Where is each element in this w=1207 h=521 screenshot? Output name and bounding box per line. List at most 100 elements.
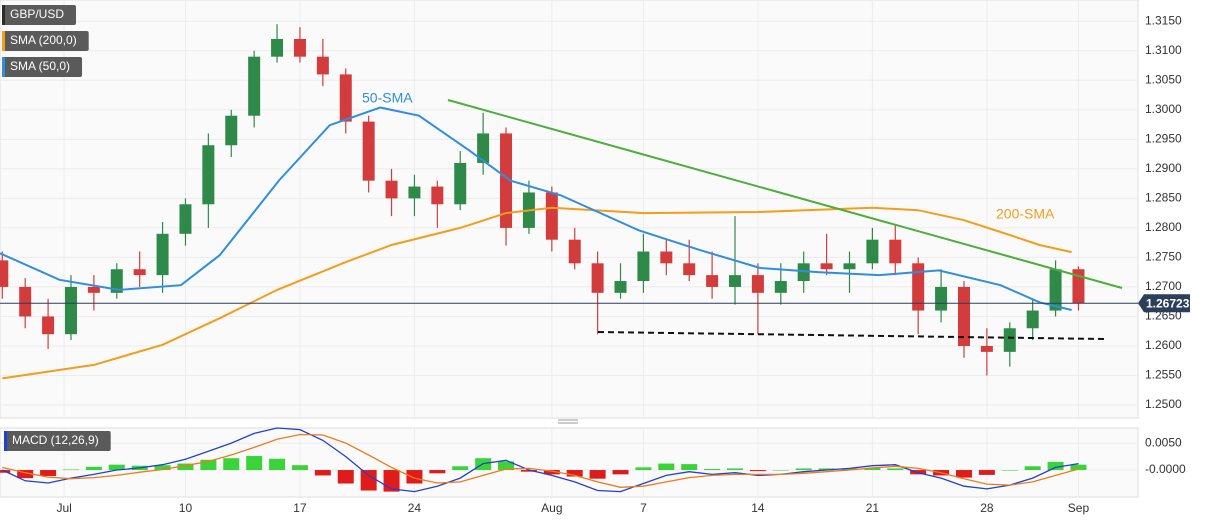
candle	[202, 133, 215, 228]
histogram-bar	[658, 463, 675, 471]
y-tick-label: 1.2950	[1145, 132, 1182, 146]
support-line	[597, 331, 1105, 340]
candle-body	[751, 275, 764, 293]
y-tick-label: 1.2500	[1145, 397, 1182, 411]
candle-body	[293, 38, 306, 57]
candle-body	[225, 115, 238, 146]
candle	[64, 275, 77, 341]
candle-body	[110, 269, 123, 293]
candle	[110, 263, 123, 299]
candle	[957, 281, 970, 358]
candle	[385, 168, 398, 217]
sma-line	[0, 106, 1072, 311]
histogram-bar	[17, 470, 34, 479]
candle	[408, 174, 421, 217]
legend-box	[2, 5, 77, 25]
histogram-bar	[291, 465, 308, 471]
histogram-bar	[108, 464, 125, 471]
candle	[751, 263, 764, 335]
histogram-bar	[612, 470, 629, 475]
candle	[271, 24, 284, 63]
last-price-box	[1138, 294, 1190, 313]
histogram-bar	[955, 470, 972, 478]
candle	[133, 251, 146, 287]
histogram-bar	[1001, 470, 1018, 471]
annotation: 50-SMA	[362, 90, 413, 106]
candle-body	[1026, 310, 1039, 329]
signal-line	[2, 433, 1079, 488]
candle-body	[156, 233, 169, 276]
legend-label: SMA (50,0)	[10, 59, 70, 73]
legend: GBP/USD SMA (200,0) SMA (50,0)	[2, 5, 89, 77]
histogram-bar	[818, 468, 835, 471]
histogram-bar	[269, 458, 286, 471]
candle-body	[339, 74, 352, 122]
histogram-bar	[772, 470, 789, 471]
candle	[500, 127, 513, 246]
candle-body	[568, 239, 581, 264]
candle-body	[87, 286, 100, 293]
candle	[1003, 322, 1016, 367]
candle	[889, 224, 902, 276]
candle	[912, 257, 925, 335]
candle-body	[614, 281, 627, 293]
candle-body	[179, 204, 192, 234]
histogram-bar	[62, 469, 79, 471]
candle	[820, 233, 833, 276]
candle	[431, 180, 444, 228]
candle-body	[820, 263, 833, 270]
candle	[0, 251, 9, 299]
y-tick-label: 1.2550	[1145, 368, 1182, 382]
histogram-bar	[749, 470, 766, 472]
x-tick-label: 10	[179, 501, 193, 515]
histogram-bar	[246, 456, 263, 471]
candle	[179, 198, 192, 246]
panel-handle[interactable]	[558, 419, 578, 424]
legend-item: SMA (50,0)	[2, 57, 83, 77]
histogram-bar	[177, 463, 194, 471]
legend-box	[2, 31, 89, 51]
candle	[660, 239, 673, 276]
candle-body	[42, 316, 55, 335]
y-tick-label: 1.3050	[1145, 72, 1182, 86]
candle	[637, 233, 650, 293]
candle-body	[431, 186, 444, 205]
y-tick-label: -0.0000	[1145, 462, 1186, 476]
candle-body	[1049, 269, 1062, 311]
candle	[706, 251, 719, 299]
y-tick-label: 0.0050	[1145, 435, 1182, 449]
candle-body	[866, 239, 879, 264]
candle-body	[454, 162, 467, 205]
histogram-bar	[727, 468, 744, 471]
candle-body	[545, 192, 558, 240]
histogram-bar	[429, 470, 446, 474]
candle-body	[316, 56, 329, 75]
candle	[293, 27, 306, 63]
sma-line	[2, 206, 1072, 380]
candle	[797, 251, 810, 293]
y-tick-label: 1.3000	[1145, 102, 1182, 116]
candle-body	[935, 286, 948, 311]
x-tick-label: Jul	[56, 501, 71, 515]
x-tick-label: Sep	[1068, 501, 1090, 515]
histogram-bar	[1047, 461, 1064, 471]
candle-body	[889, 239, 902, 264]
candle	[935, 269, 948, 323]
x-tick-label: 17	[293, 501, 307, 515]
candle	[225, 109, 238, 158]
histogram-bar	[795, 468, 812, 471]
candle-body	[912, 263, 925, 311]
candle-body	[385, 180, 398, 199]
x-tick-label: 28	[980, 501, 994, 515]
candle-body	[660, 251, 673, 264]
candle	[454, 151, 467, 211]
histogram-bar	[520, 470, 537, 472]
candle-body	[133, 269, 146, 276]
legend-swatch	[4, 431, 7, 451]
y-tick-label: 1.2850	[1145, 191, 1182, 205]
x-tick-label: Aug	[541, 501, 562, 515]
legend-item: GBP/USD	[2, 5, 77, 25]
legend-swatch	[2, 5, 5, 25]
histogram-bar	[864, 467, 881, 471]
